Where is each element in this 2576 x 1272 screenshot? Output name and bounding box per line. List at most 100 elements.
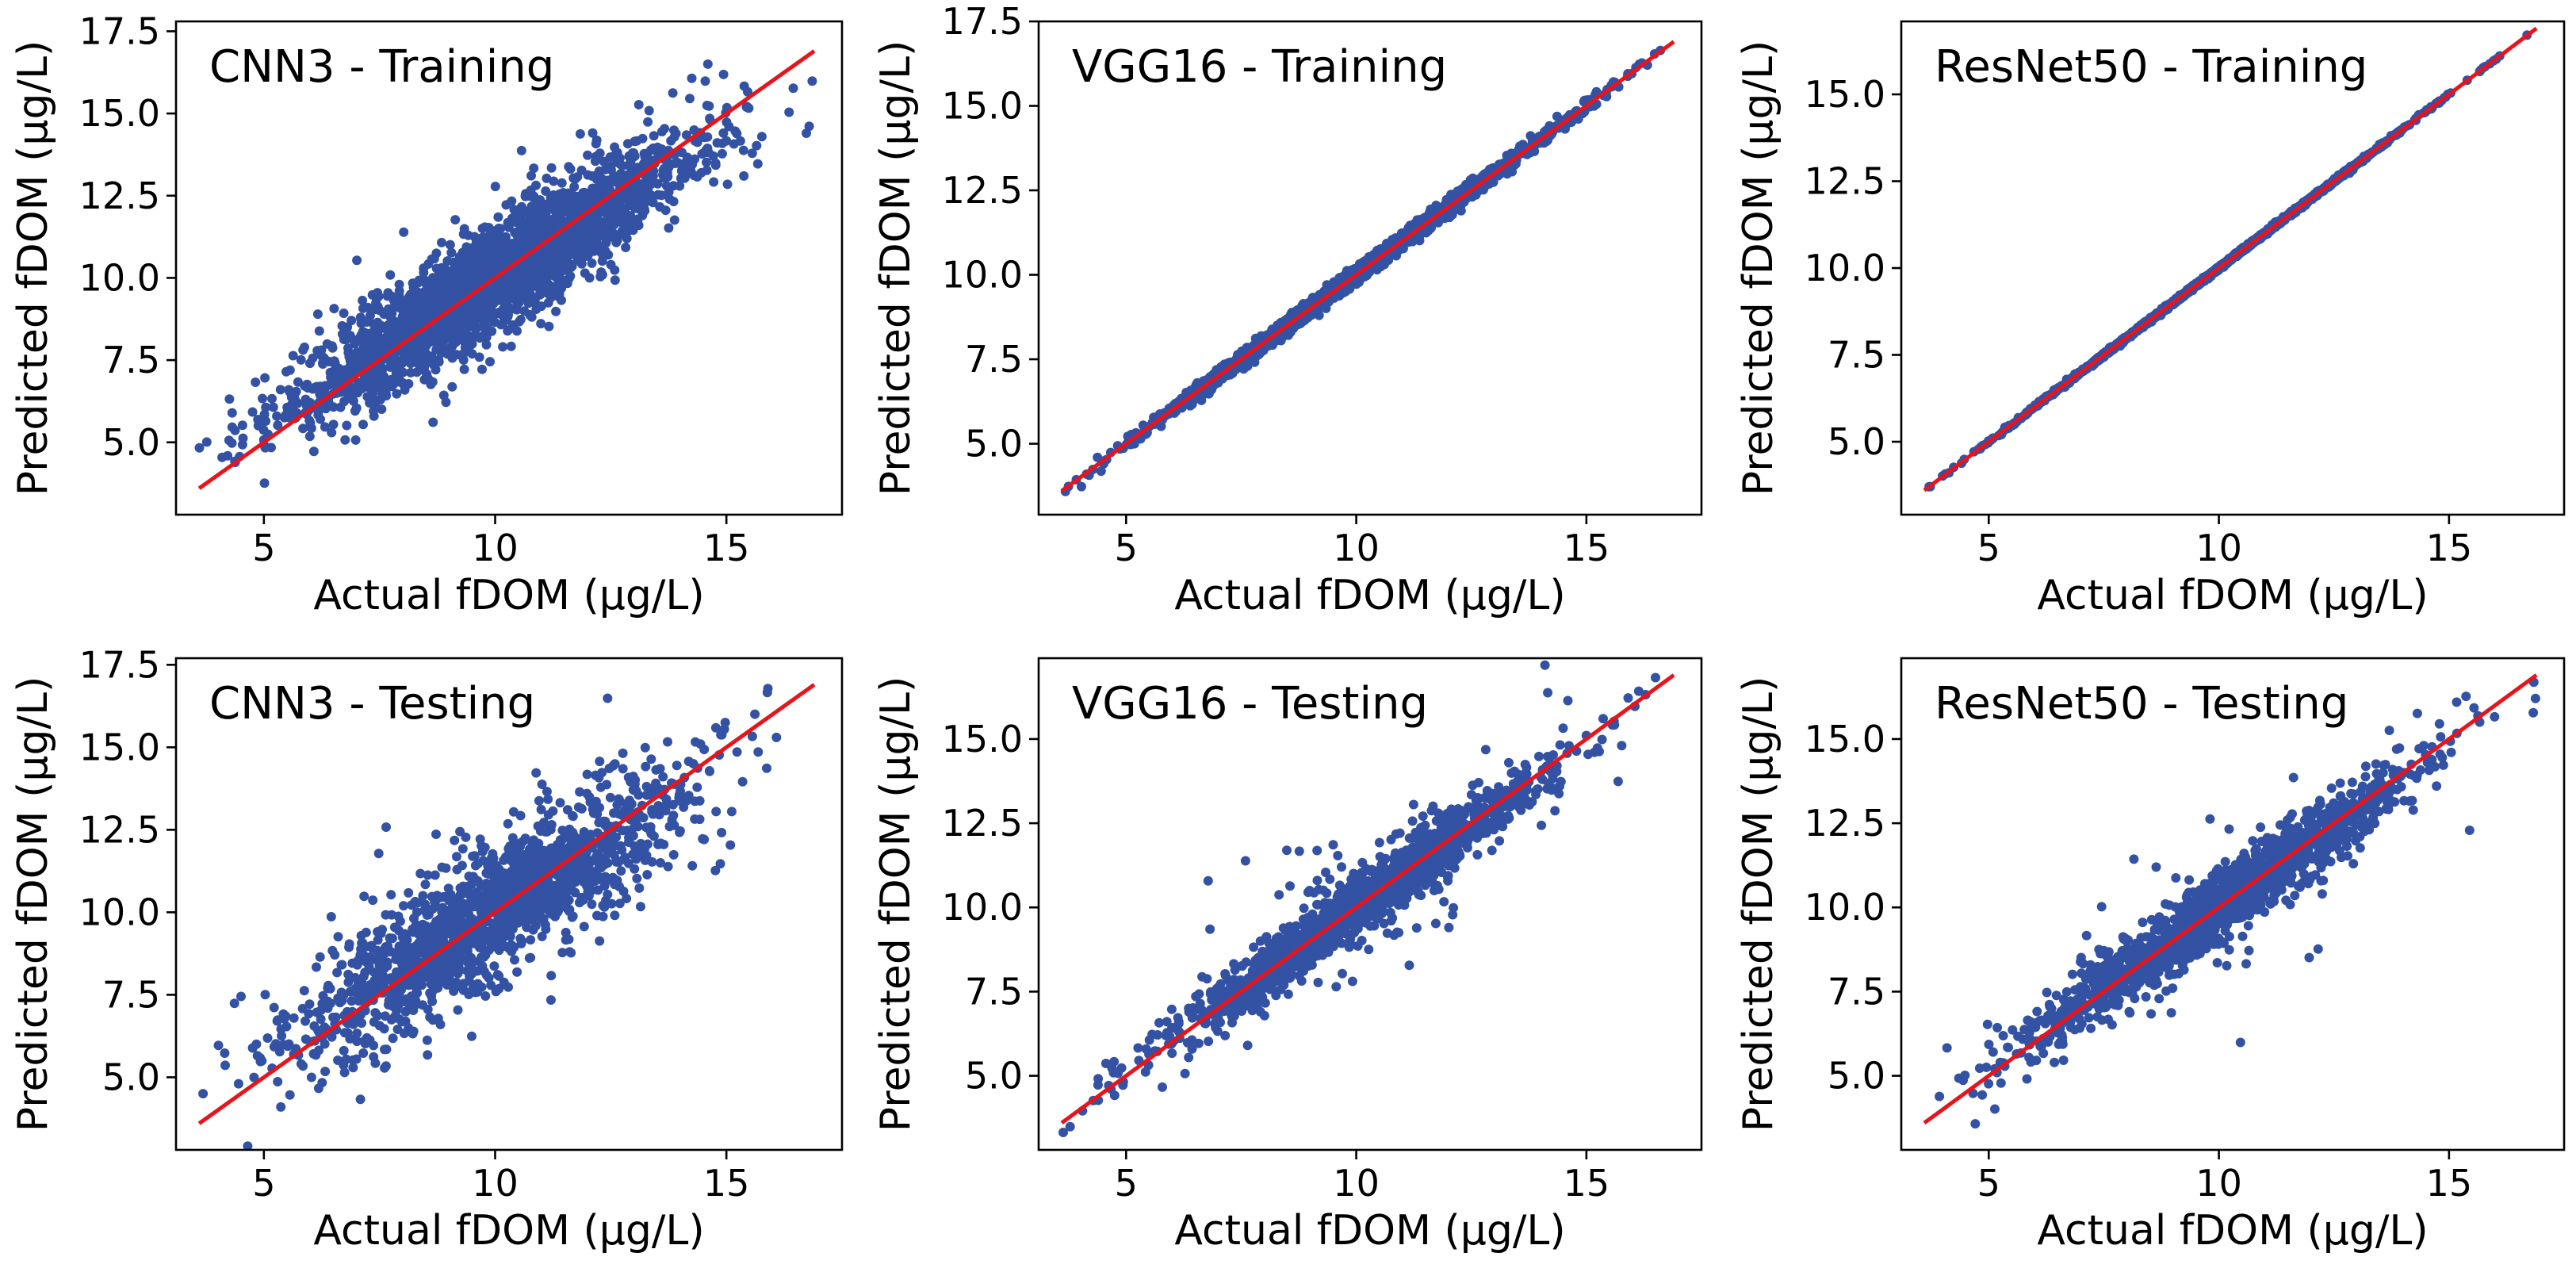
data-point: [247, 407, 258, 417]
data-point: [343, 322, 353, 332]
data-point: [352, 255, 362, 266]
data-point: [538, 285, 549, 295]
data-point: [377, 404, 387, 414]
axes-frame: [1037, 20, 1703, 516]
data-point: [442, 349, 453, 359]
data-point: [372, 378, 382, 389]
x-axis-label: Actual fDOM (µg/L): [1174, 572, 1565, 619]
data-point: [615, 159, 626, 169]
data-point: [392, 356, 402, 366]
data-point: [342, 420, 352, 431]
data-point: [427, 377, 438, 387]
data-point: [588, 128, 598, 138]
data-point: [308, 353, 318, 363]
axes-frame: [174, 20, 844, 516]
data-point: [341, 386, 351, 397]
y-tick-label: 17.5: [942, 0, 1023, 43]
x-axis-label: Actual fDOM (µg/L): [313, 572, 704, 619]
y-axis-label: Predicted fDOM (µg/L): [10, 40, 57, 496]
data-point: [339, 335, 349, 344]
data-point: [275, 385, 285, 395]
data-point: [350, 364, 360, 374]
data-point: [377, 389, 388, 400]
data-point: [350, 406, 360, 416]
data-point: [506, 341, 516, 351]
data-point: [363, 302, 373, 312]
data-point: [424, 308, 434, 318]
data-point: [591, 139, 601, 149]
data-point: [310, 382, 320, 393]
data-point: [438, 296, 448, 306]
data-point: [261, 416, 271, 426]
data-point: [217, 452, 228, 462]
y-tick-label: 17.5: [79, 10, 160, 52]
reference-line: [1060, 40, 1675, 493]
data-point: [490, 182, 500, 192]
data-point: [358, 338, 369, 348]
data-point: [580, 268, 590, 278]
x-tick-label: 5: [1115, 527, 1138, 569]
data-point: [680, 158, 691, 168]
data-point: [373, 328, 383, 338]
data-point: [452, 277, 462, 287]
data-point: [591, 151, 601, 162]
data-point: [369, 406, 379, 416]
x-tick-label: 10: [1333, 527, 1380, 569]
data-point: [485, 357, 495, 367]
data-point: [296, 354, 306, 365]
data-point: [677, 148, 687, 158]
panel-title: CNN3 - Training: [209, 41, 554, 93]
x-tick-label: 5: [252, 527, 275, 569]
data-point: [545, 259, 555, 269]
data-point: [251, 377, 261, 387]
data-point: [521, 293, 531, 303]
data-point: [544, 321, 554, 331]
data-point: [428, 417, 438, 427]
data-point: [541, 186, 551, 196]
data-point: [298, 423, 308, 434]
data-point: [1515, 141, 1525, 151]
data-point: [632, 136, 641, 146]
data-point: [531, 180, 541, 190]
data-point: [568, 208, 578, 218]
data-point: [343, 343, 353, 353]
y-tick-label: 12.5: [942, 169, 1023, 212]
data-point: [623, 160, 633, 170]
data-point: [687, 73, 697, 83]
data-point: [600, 164, 611, 174]
data-point: [399, 227, 409, 237]
y-axis-label: Predicted fDOM (µg/L): [872, 40, 920, 496]
data-point: [480, 293, 490, 303]
data-point: [414, 275, 424, 285]
data-point: [588, 183, 598, 193]
data-point: [1455, 186, 1465, 197]
data-point: [227, 438, 237, 448]
data-point: [227, 408, 237, 418]
data-point: [346, 334, 357, 343]
data-point: [664, 187, 674, 197]
data-point: [320, 422, 330, 432]
data-point: [332, 368, 343, 378]
data-point: [563, 188, 573, 198]
data-point: [392, 370, 402, 381]
data-point: [383, 324, 393, 335]
data-point: [511, 305, 522, 315]
data-point: [437, 339, 447, 349]
data-point: [704, 101, 714, 111]
data-point: [453, 266, 463, 276]
data-point: [510, 228, 520, 238]
data-point: [564, 162, 574, 172]
data-point: [502, 300, 512, 310]
data-point: [617, 205, 627, 216]
data-point: [398, 317, 408, 328]
data-point: [369, 344, 379, 354]
data-point: [533, 270, 543, 280]
data-point: [466, 310, 476, 320]
data-point: [405, 309, 415, 320]
data-point: [702, 132, 713, 142]
y-tick-label: 5.0: [965, 423, 1023, 466]
data-point: [549, 199, 559, 209]
data-point: [656, 127, 667, 136]
